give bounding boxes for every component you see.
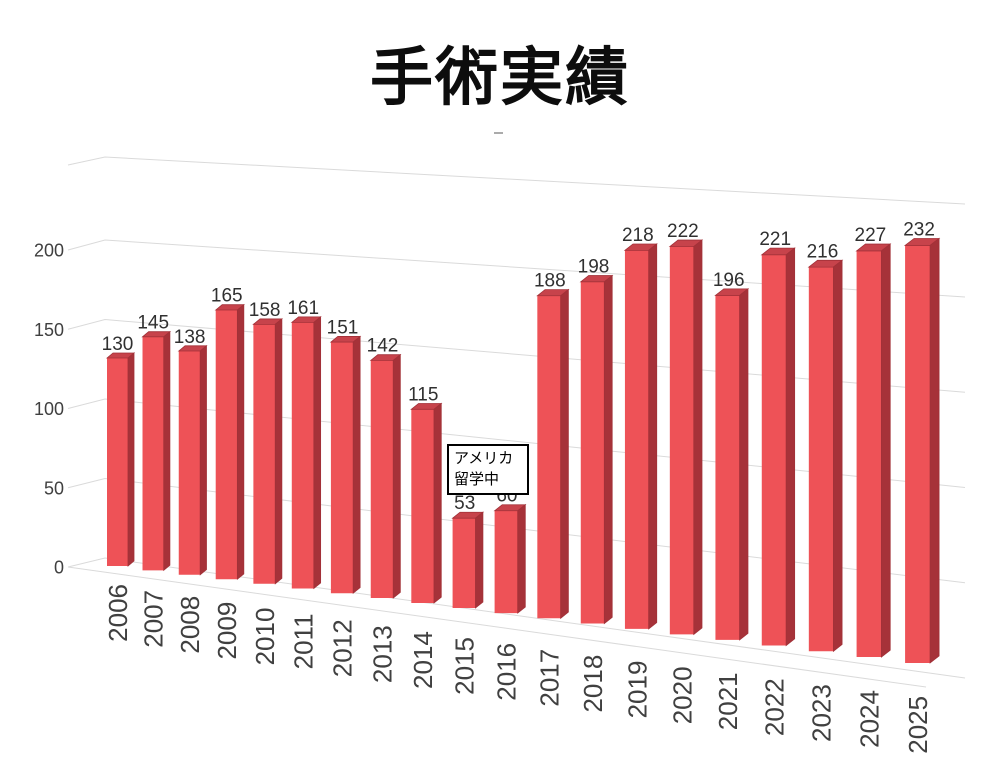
bar-front-2012 — [330, 342, 354, 594]
category-label-2014: 2014 — [408, 631, 438, 689]
bar-side-2015 — [475, 511, 484, 609]
value-label-2010: 158 — [249, 300, 281, 321]
annotation-box: アメリカ 留学中 — [447, 444, 529, 495]
bar-side-2012 — [352, 335, 361, 595]
category-label-2010: 2010 — [250, 608, 280, 666]
value-label-2008: 138 — [174, 327, 206, 348]
ytick-100: 100 — [34, 399, 64, 419]
bar-side-2007 — [163, 330, 171, 572]
bar-front-2007 — [142, 336, 164, 571]
gridline-0 — [67, 557, 966, 679]
bar-side-2011 — [313, 316, 322, 590]
value-label-2007: 145 — [137, 313, 169, 334]
ytick-50: 50 — [44, 478, 64, 498]
ytick-150: 150 — [34, 320, 64, 340]
category-label-2017: 2017 — [534, 649, 564, 707]
bar-side-2010 — [274, 318, 283, 585]
category-label-2025: 2025 — [903, 696, 933, 754]
value-label-2015: 53 — [454, 493, 475, 514]
category-label-2023: 2023 — [807, 684, 837, 742]
bar-front-2017 — [537, 295, 561, 619]
category-label-2016: 2016 — [492, 643, 522, 701]
bar-front-2024 — [856, 250, 882, 658]
bar-front-2025 — [905, 245, 931, 663]
category-label-2020: 2020 — [667, 666, 697, 724]
category-label-2019: 2019 — [622, 661, 652, 719]
bar-front-2022 — [761, 254, 787, 646]
bar-front-2023 — [808, 267, 834, 652]
value-label-2024: 227 — [855, 225, 887, 246]
bar-side-2008 — [199, 344, 207, 576]
bar-front-2018 — [580, 281, 605, 624]
value-label-2018: 198 — [578, 257, 610, 278]
bar-front-2013 — [370, 360, 394, 599]
bar-front-2011 — [291, 322, 314, 589]
bar-front-2008 — [178, 351, 201, 575]
value-label-2014: 115 — [408, 384, 438, 405]
bar-side-2025 — [929, 237, 940, 664]
value-label-2022: 221 — [759, 229, 791, 250]
bar-side-2013 — [392, 353, 401, 599]
bar-front-2006 — [107, 358, 128, 566]
value-label-2009: 165 — [211, 286, 243, 307]
annotation-line-1: アメリカ — [454, 450, 514, 467]
value-label-2011: 161 — [287, 298, 319, 319]
ytick-200: 200 — [34, 241, 64, 261]
bar-front-2015 — [452, 518, 476, 608]
category-label-2011: 2011 — [288, 613, 318, 669]
bar-front-2014 — [411, 409, 434, 603]
category-label-2006: 2006 — [103, 584, 133, 642]
category-label-2013: 2013 — [367, 625, 397, 683]
bar-side-2018 — [603, 274, 613, 625]
bar-front-2016 — [494, 510, 518, 614]
category-label-2024: 2024 — [854, 690, 884, 748]
bar-front-2020 — [669, 246, 694, 635]
bar-side-2022 — [785, 247, 796, 647]
bar-front-2010 — [253, 324, 276, 584]
bar-side-2016 — [517, 503, 526, 614]
category-label-2018: 2018 — [578, 655, 608, 713]
category-label-2012: 2012 — [328, 619, 358, 677]
bar-side-2024 — [880, 243, 891, 658]
bar-side-2023 — [832, 259, 843, 653]
wall-top-edge — [67, 156, 966, 205]
bar-front-2021 — [715, 295, 740, 640]
floor-front-edge — [67, 566, 927, 688]
annotation-line-2: 留学中 — [454, 471, 500, 488]
bar-side-2019 — [648, 243, 658, 630]
bar-side-2009 — [236, 303, 245, 581]
chart-title: 手術実績 — [370, 43, 630, 113]
category-label-2021: 2021 — [713, 672, 743, 730]
bar-front-2009 — [215, 310, 238, 580]
bar-side-2021 — [739, 288, 749, 641]
value-label-2019: 218 — [622, 225, 654, 246]
value-label-2013: 142 — [367, 336, 399, 357]
bar-side-2020 — [693, 239, 703, 636]
value-label-2006: 130 — [102, 334, 134, 355]
category-label-2007: 2007 — [139, 590, 169, 648]
ytick-0: 0 — [54, 558, 64, 578]
value-label-2017: 188 — [534, 271, 566, 292]
bar-side-2017 — [560, 288, 569, 620]
category-label-2022: 2022 — [759, 678, 789, 736]
category-label-2008: 2008 — [175, 596, 205, 654]
bar-side-2014 — [433, 402, 442, 604]
value-label-2012: 151 — [327, 317, 359, 338]
bar-front-2019 — [624, 250, 649, 629]
title-underline-dash — [494, 132, 503, 134]
value-label-2020: 222 — [667, 221, 699, 242]
value-label-2021: 196 — [713, 270, 745, 291]
category-label-2015: 2015 — [450, 637, 480, 695]
bar-side-2006 — [127, 352, 135, 567]
value-label-2025: 232 — [903, 219, 935, 240]
category-label-2009: 2009 — [212, 602, 242, 660]
value-label-2023: 216 — [807, 241, 839, 262]
